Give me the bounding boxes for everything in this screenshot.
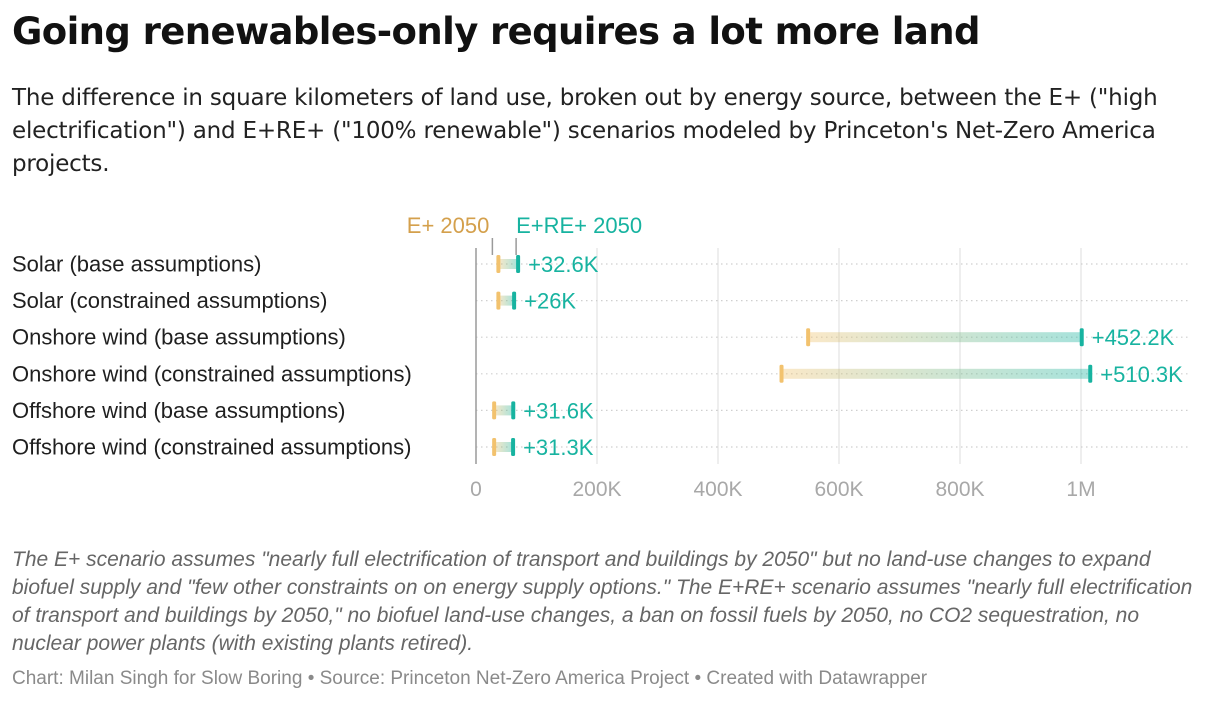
start-marker [496,291,501,310]
difference-label: +31.6K [523,398,594,423]
chart-note: The E+ scenario assumes "nearly full ele… [12,548,1193,655]
end-marker [511,438,516,456]
category-label: Onshore wind (base assumptions) [12,325,346,350]
x-tick-label: 400K [693,478,742,501]
range-plot: 0 200K 400K 600K 800K 1M E+ 2050 E+RE+ 2050 Sola… [12,213,1190,501]
end-marker [516,255,521,273]
difference-label: +32.6K [528,252,599,277]
difference-label: +510.3K [1100,362,1183,387]
range-bar [498,259,519,269]
end-marker [512,291,517,310]
range-bar [808,332,1082,343]
end-marker [1088,364,1093,383]
x-tick-label: 800K [935,478,984,501]
start-marker [492,401,497,420]
chart-subtitle: The difference in square kilometers of l… [12,85,1158,177]
difference-label: +31.3K [523,435,594,460]
end-marker [511,401,516,420]
x-tick-label: 200K [572,478,621,501]
chart-title: Going renewables-only requires a lot mor… [12,10,980,53]
range-bar [498,295,515,306]
end-marker [1079,328,1084,347]
legend-label-e-re-plus: E+RE+ 2050 [516,213,642,238]
start-marker [496,255,501,273]
chart-footer: Chart: Milan Singh for Slow Boring • Sou… [12,668,928,689]
range-bar [781,368,1091,379]
start-marker [806,328,811,347]
category-label: Offshore wind (base assumptions) [12,398,345,423]
difference-label: +26K [524,289,576,314]
category-label: Onshore wind (constrained assumptions) [12,361,412,386]
legend-label-e-plus: E+ 2050 [407,213,490,238]
category-label: Offshore wind (constrained assumptions) [12,435,411,460]
start-marker [779,364,784,383]
x-tick-label: 0 [470,478,482,501]
difference-label: +452.2K [1092,325,1175,350]
range-bar [494,442,514,452]
start-marker [492,438,497,456]
range-bar [494,405,514,416]
category-label: Solar (base assumptions) [12,252,261,277]
x-tick-label: 600K [814,478,863,501]
x-tick-label: 1M [1066,478,1095,501]
category-label: Solar (constrained assumptions) [12,288,327,313]
